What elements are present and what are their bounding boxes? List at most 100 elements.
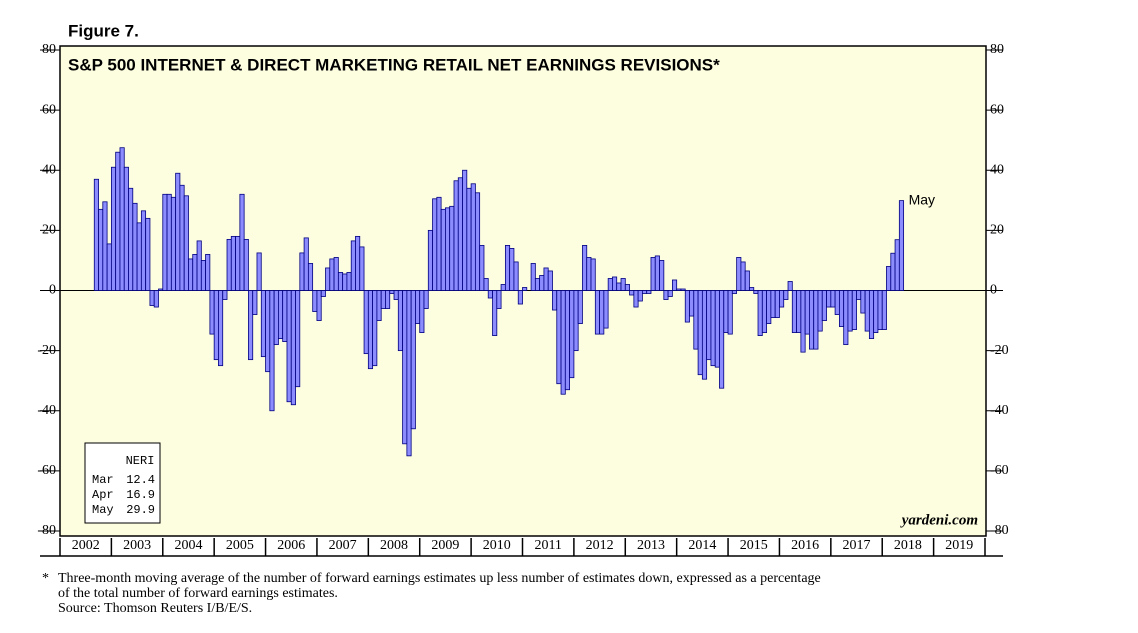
bar (183, 195, 189, 291)
x-tick-label: 2018 (894, 538, 922, 553)
bar (753, 290, 759, 294)
bar (839, 290, 845, 327)
bar (230, 235, 236, 291)
bar (222, 290, 228, 300)
bar (719, 290, 725, 389)
table-row-label: Apr (92, 488, 114, 502)
bar (783, 290, 789, 300)
bar (881, 290, 887, 330)
bar (689, 290, 695, 317)
bar (517, 290, 523, 305)
bar (877, 290, 883, 330)
bar (406, 290, 412, 457)
bar (218, 290, 224, 367)
bar (693, 290, 699, 350)
bar (573, 290, 579, 352)
bar (320, 290, 326, 297)
bar (736, 257, 742, 291)
bar (727, 290, 733, 335)
bar (847, 290, 853, 332)
bar (389, 290, 395, 294)
bar (509, 248, 515, 291)
source-mark: yardeni.com (900, 512, 978, 528)
bar (445, 207, 451, 291)
bar (325, 267, 331, 291)
x-tick-label: 2011 (534, 538, 561, 553)
bar (462, 169, 468, 291)
bar (650, 257, 656, 291)
bar (359, 246, 365, 291)
bar (680, 288, 686, 291)
bar (145, 217, 151, 291)
bar (599, 290, 605, 335)
bar (791, 290, 797, 333)
footnote: Source: Thomson Reuters I/B/E/S. (58, 601, 252, 616)
bar (440, 208, 446, 291)
x-tick-label: 2003 (123, 538, 151, 553)
bar (363, 290, 369, 355)
bar (367, 290, 374, 370)
bar (427, 229, 433, 291)
bar (569, 290, 575, 379)
bar (470, 183, 476, 291)
bar (796, 290, 802, 333)
bar (843, 290, 849, 346)
bar (552, 290, 558, 311)
bar (248, 290, 254, 361)
bar (337, 272, 344, 291)
bar (809, 290, 815, 350)
bar (252, 290, 258, 315)
bar (684, 290, 690, 323)
bar (744, 270, 750, 291)
bar (723, 290, 729, 333)
bar (226, 238, 232, 291)
bar (282, 290, 288, 343)
bar (504, 245, 511, 291)
bar (761, 290, 768, 333)
bar (766, 290, 772, 324)
bar (731, 290, 738, 294)
bar (397, 290, 403, 352)
bar (260, 290, 266, 358)
bar (188, 258, 194, 291)
bar (402, 290, 408, 445)
bar (466, 187, 472, 291)
bar (372, 290, 378, 367)
bar (774, 290, 780, 318)
bar (239, 193, 245, 291)
table-row-label: Mar (92, 473, 114, 487)
bar (821, 290, 827, 321)
bar (119, 147, 125, 291)
bar (149, 290, 155, 306)
x-tick-label: 2015 (740, 538, 768, 553)
bar (500, 284, 506, 291)
bar (539, 275, 545, 291)
bar (342, 273, 348, 291)
bar (590, 258, 596, 291)
bar (534, 278, 541, 291)
bar (453, 180, 459, 291)
bar (316, 290, 322, 321)
x-tick-label: 2008 (380, 538, 408, 553)
bar (235, 235, 241, 291)
footnote-marker: * (42, 571, 49, 586)
bar (153, 290, 159, 308)
bar (543, 267, 549, 291)
bar (633, 290, 639, 308)
bar (714, 290, 720, 368)
bar (654, 255, 660, 291)
bar (890, 252, 896, 291)
bar (496, 290, 502, 309)
bar (697, 290, 703, 376)
x-tick-label: 2017 (843, 538, 871, 553)
bar (577, 290, 583, 324)
bar (898, 200, 905, 291)
bar (706, 290, 712, 361)
bar (295, 290, 301, 388)
bar (646, 290, 652, 294)
bar (102, 201, 108, 291)
bar (346, 272, 352, 291)
bar (873, 290, 879, 333)
bar (256, 252, 262, 291)
